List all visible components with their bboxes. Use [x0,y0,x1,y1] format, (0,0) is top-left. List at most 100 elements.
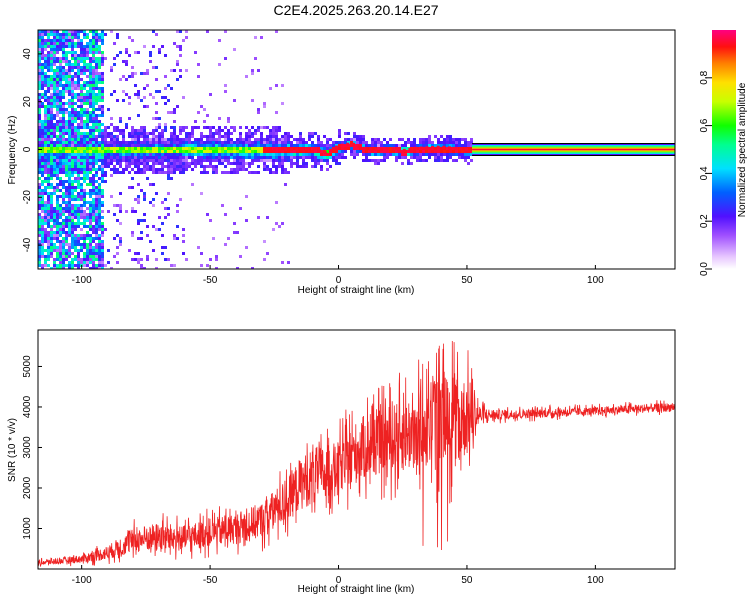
spectrogram-cell [416,156,419,159]
spectrogram-cell [236,141,239,144]
spectrogram-cell [86,33,89,36]
spectrogram-cell [209,144,212,147]
spectrogram-cell [38,234,41,237]
spectrogram-cell [95,171,98,174]
spectrogram-cell [329,138,332,141]
spectrogram-cell [65,171,68,174]
spectrogram-cell [89,222,92,225]
spectrogram-cell [77,162,80,165]
spectrogram-cell [386,150,389,153]
spectrogram-cell [98,129,101,132]
spectrogram-cell [143,213,146,216]
spectrogram-ridge-dot [391,147,395,151]
spectrogram-cell [233,150,236,153]
spectrogram-cell [71,42,74,45]
spectrogram-cell [308,153,311,156]
spectrogram-cell [71,147,74,150]
spectrogram-cell [77,153,80,156]
spectrogram-cell [188,141,191,144]
spectrogram-cell [356,147,359,150]
spectrogram-cell [182,96,185,99]
spectrogram-cell [47,141,50,144]
spectrogram-cell [101,246,104,249]
spectrogram-cell [59,45,62,48]
spectrogram-cell [44,138,47,141]
spectrogram-cell [401,153,404,156]
spectrogram-cell [296,138,299,141]
spectrogram-cell [86,51,89,54]
spectrogram-cell [86,81,89,84]
spectrogram-cell [116,126,119,129]
spectrogram-cell [254,156,257,159]
spectrogram-cell [95,51,98,54]
spectrogram-cell [215,168,218,171]
spectrogram-cell [443,144,446,147]
spectrogram-cell [128,141,131,144]
spectrogram-cell [182,234,185,237]
spectrogram-cell [230,138,233,141]
spectrogram-cell [95,150,98,153]
spectrogram-cell [92,81,95,84]
spectrogram-cell [101,57,104,60]
spectrogram-cell [95,255,98,258]
spectrogram-cell [38,30,41,33]
spectrogram-cell [206,264,209,267]
spectrogram-cell [260,141,263,144]
spectrogram-cell [68,177,71,180]
spectrogram-cell [251,150,254,153]
spectrogram-cell [47,129,50,132]
spectrogram-cell [95,219,98,222]
spectrogram-cell [242,144,245,147]
spectrogram-cell [125,150,128,153]
spectrogram-cell [146,177,149,180]
spectrogram-cell [344,150,347,153]
spectrogram-cell [233,231,236,234]
spectrogram-cell [248,171,251,174]
spectrogram-cell [335,144,338,147]
spectrogram-cell [200,162,203,165]
spectrogram-cell [158,144,161,147]
spectrogram-cell [71,33,74,36]
spectrogram-cell [146,153,149,156]
spectrogram-cell [251,162,254,165]
spectrogram-cell [44,237,47,240]
spectrogram-cell [74,195,77,198]
spectrogram-cell [254,138,257,141]
spectrogram-cell [41,234,44,237]
spectrogram-x-tick-label: 100 [587,275,604,286]
spectrogram-cell [299,141,302,144]
spectrogram-cell [59,111,62,114]
spectrogram-cell [320,156,323,159]
spectrogram-cell [38,219,41,222]
spectrogram-cell [113,141,116,144]
spectrogram-cell [239,150,242,153]
spectrogram-cell [110,174,113,177]
spectrogram-cell [98,222,101,225]
spectrogram-cell [272,228,275,231]
spectrogram-cell [314,165,317,168]
spectrogram-cell [275,84,278,87]
spectrogram-cell [215,165,218,168]
spectrogram-cell [89,210,92,213]
spectrogram-cell [86,66,89,69]
spectrogram-cell [155,168,158,171]
spectrogram-cell [53,54,56,57]
spectrogram-cell [104,171,107,174]
spectrogram-cell [62,186,65,189]
spectrogram-cell [323,144,326,147]
spectrogram-cell [44,162,47,165]
spectrogram-cell [236,168,239,171]
spectrogram-cell [95,207,98,210]
spectrogram-cell [446,156,449,159]
spectrogram-cell [71,78,74,81]
spectrogram-cell [80,228,83,231]
spectrogram-cell [335,141,338,144]
spectrogram-cell [89,138,92,141]
spectrogram-cell [278,126,281,129]
spectrogram-cell [59,108,62,111]
spectrogram-cell [38,60,41,63]
spectrogram-cell [47,99,50,102]
spectrogram-cell [56,198,59,201]
spectrogram-cell [86,102,89,105]
spectrogram-cell [98,246,101,249]
